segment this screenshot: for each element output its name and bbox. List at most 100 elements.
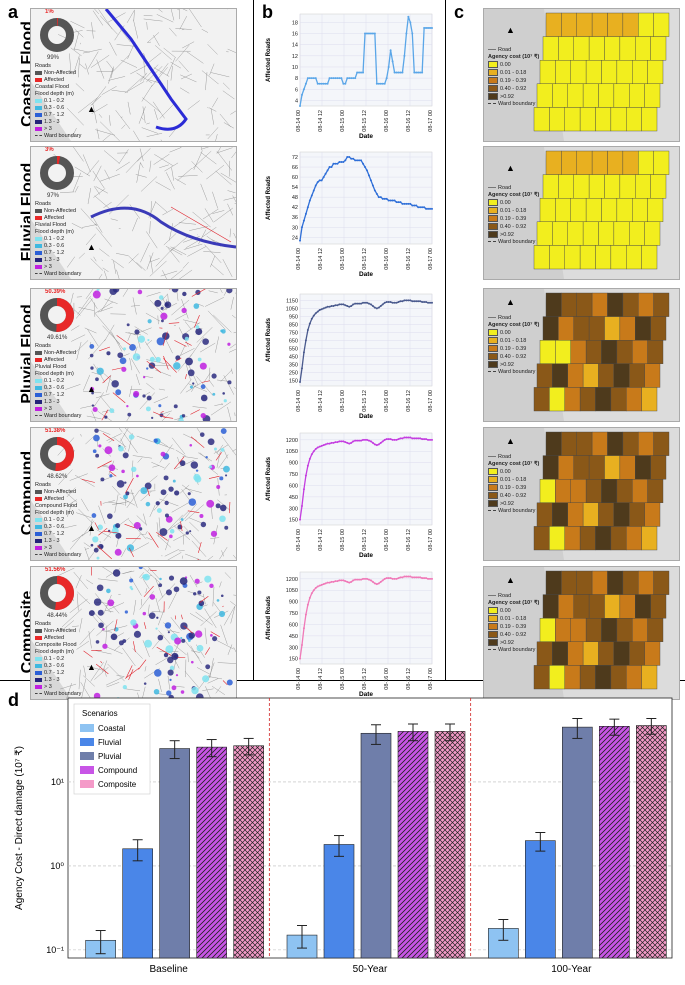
data-point xyxy=(411,32,414,35)
x-tick-label: 08-15 12 xyxy=(362,668,368,690)
data-point xyxy=(421,71,424,74)
data-point xyxy=(411,300,414,303)
data-point xyxy=(302,351,305,354)
y-tick-label: 150 xyxy=(289,378,298,384)
data-point xyxy=(348,442,351,445)
x-axis-label: Date xyxy=(359,413,373,420)
legend-swatch xyxy=(80,752,94,760)
legend-swatch xyxy=(80,738,94,746)
ward-polygon xyxy=(570,60,587,85)
legend-swatch xyxy=(80,724,94,732)
pct-affected: 50.39% xyxy=(45,289,66,295)
error-bar xyxy=(535,832,546,852)
x-tick-label: 08-15 00 xyxy=(340,529,346,551)
legend-depth-bin: 0.3 - 0.6 xyxy=(35,105,105,112)
data-point xyxy=(300,93,303,96)
legend-scenario: Compound Flood xyxy=(35,503,78,509)
ward-polygon xyxy=(591,150,608,175)
data-point xyxy=(429,577,432,580)
data-point xyxy=(369,440,372,443)
error-bar xyxy=(371,724,381,745)
data-point xyxy=(367,302,370,305)
ward-polygon xyxy=(533,387,550,412)
ward-polygon xyxy=(653,431,670,456)
data-point xyxy=(391,438,394,441)
legend-agency-title: Agency cost (10⁷ ₹) xyxy=(488,322,540,328)
ward-polygon xyxy=(607,570,624,595)
data-point xyxy=(320,308,323,311)
legend-cost-class-label: 0.00 xyxy=(500,61,511,68)
legend-depth-title: Flood depth (m) xyxy=(35,229,74,235)
data-point xyxy=(348,77,351,80)
ward-polygon xyxy=(619,594,636,619)
legend-ward: Ward boundary xyxy=(35,691,105,698)
data-point xyxy=(330,305,333,307)
legend-cost-class: 0.00 xyxy=(488,329,560,337)
ward-polygon xyxy=(595,526,612,551)
data-point xyxy=(346,305,349,307)
ward-polygon xyxy=(619,36,636,61)
legend-cost-class: 0.19 - 0.39 xyxy=(488,483,560,492)
data-point xyxy=(348,581,351,584)
pct-affected: 51.38% xyxy=(45,428,66,434)
data-point xyxy=(312,450,315,453)
data-point xyxy=(310,317,313,320)
data-point xyxy=(373,306,376,309)
data-point xyxy=(354,439,357,442)
data-point xyxy=(342,579,345,582)
cost-legend: Road Agency cost (10⁷ ₹) 0.00 0.01 - 0.18 0.… xyxy=(488,593,560,654)
ward-choropleth xyxy=(484,428,670,560)
x-tick-label: 08-17 00 xyxy=(428,529,434,551)
bar-hatch xyxy=(435,731,465,958)
ward-polygon xyxy=(626,107,642,132)
legend-non-affected-label: Non-Affected xyxy=(44,489,77,495)
data-point xyxy=(375,307,378,310)
legend-cost-class-label: 0.40 - 0.92 xyxy=(500,631,527,638)
ward-polygon xyxy=(573,594,590,619)
data-point xyxy=(401,300,404,303)
x-axis-label: Date xyxy=(359,271,373,278)
data-point xyxy=(371,305,374,307)
ward-polygon xyxy=(650,36,667,61)
ward-polygon xyxy=(561,431,577,456)
data-point xyxy=(377,306,380,309)
data-point xyxy=(344,304,347,307)
data-point xyxy=(423,206,426,209)
data-point xyxy=(336,77,339,80)
y-tick-label: 10¹ xyxy=(51,777,64,787)
data-point xyxy=(375,82,378,85)
legend-cost-class-label: 0.19 - 0.39 xyxy=(500,623,527,630)
ward-polygon xyxy=(601,198,618,223)
ward-polygon xyxy=(598,641,615,666)
ward-polygon xyxy=(591,12,608,37)
ward-polygon xyxy=(558,36,574,61)
error-bar xyxy=(243,737,254,756)
legend-cost-class-label: 0.40 - 0.92 xyxy=(500,223,527,230)
data-point xyxy=(411,576,414,579)
ward-polygon xyxy=(635,36,651,61)
y-tick-label: 12 xyxy=(292,54,298,60)
y-tick-label: 150 xyxy=(289,518,298,524)
data-point xyxy=(407,15,410,18)
data-point xyxy=(340,303,343,306)
y-tick-label: 1050 xyxy=(286,588,298,594)
legend-non-affected: Non-Affected xyxy=(35,208,105,215)
data-point xyxy=(401,576,404,579)
legend-cost-class: 0.40 - 0.92 xyxy=(488,84,560,93)
y-tick-label: 72 xyxy=(292,155,298,161)
legend-cost-class-label: 0.00 xyxy=(500,607,511,614)
data-point xyxy=(346,441,349,444)
legend-cost-class: 0.01 - 0.18 xyxy=(488,614,560,623)
x-tick-label: 08-16 12 xyxy=(406,668,412,690)
legend-cost-class-label: 0.01 - 0.18 xyxy=(500,337,527,344)
legend-depth-bin-label: 1.3 - 3 xyxy=(44,119,60,125)
ward-polygon xyxy=(653,12,670,37)
data-point xyxy=(385,301,388,303)
y-tick-label: 10⁰ xyxy=(50,861,64,871)
data-point xyxy=(344,580,347,583)
data-point xyxy=(364,32,367,35)
y-tick-label: 750 xyxy=(289,330,298,336)
ward-polygon xyxy=(549,526,565,551)
legend-cost-class: 0.00 xyxy=(488,61,560,69)
data-point xyxy=(310,592,313,595)
